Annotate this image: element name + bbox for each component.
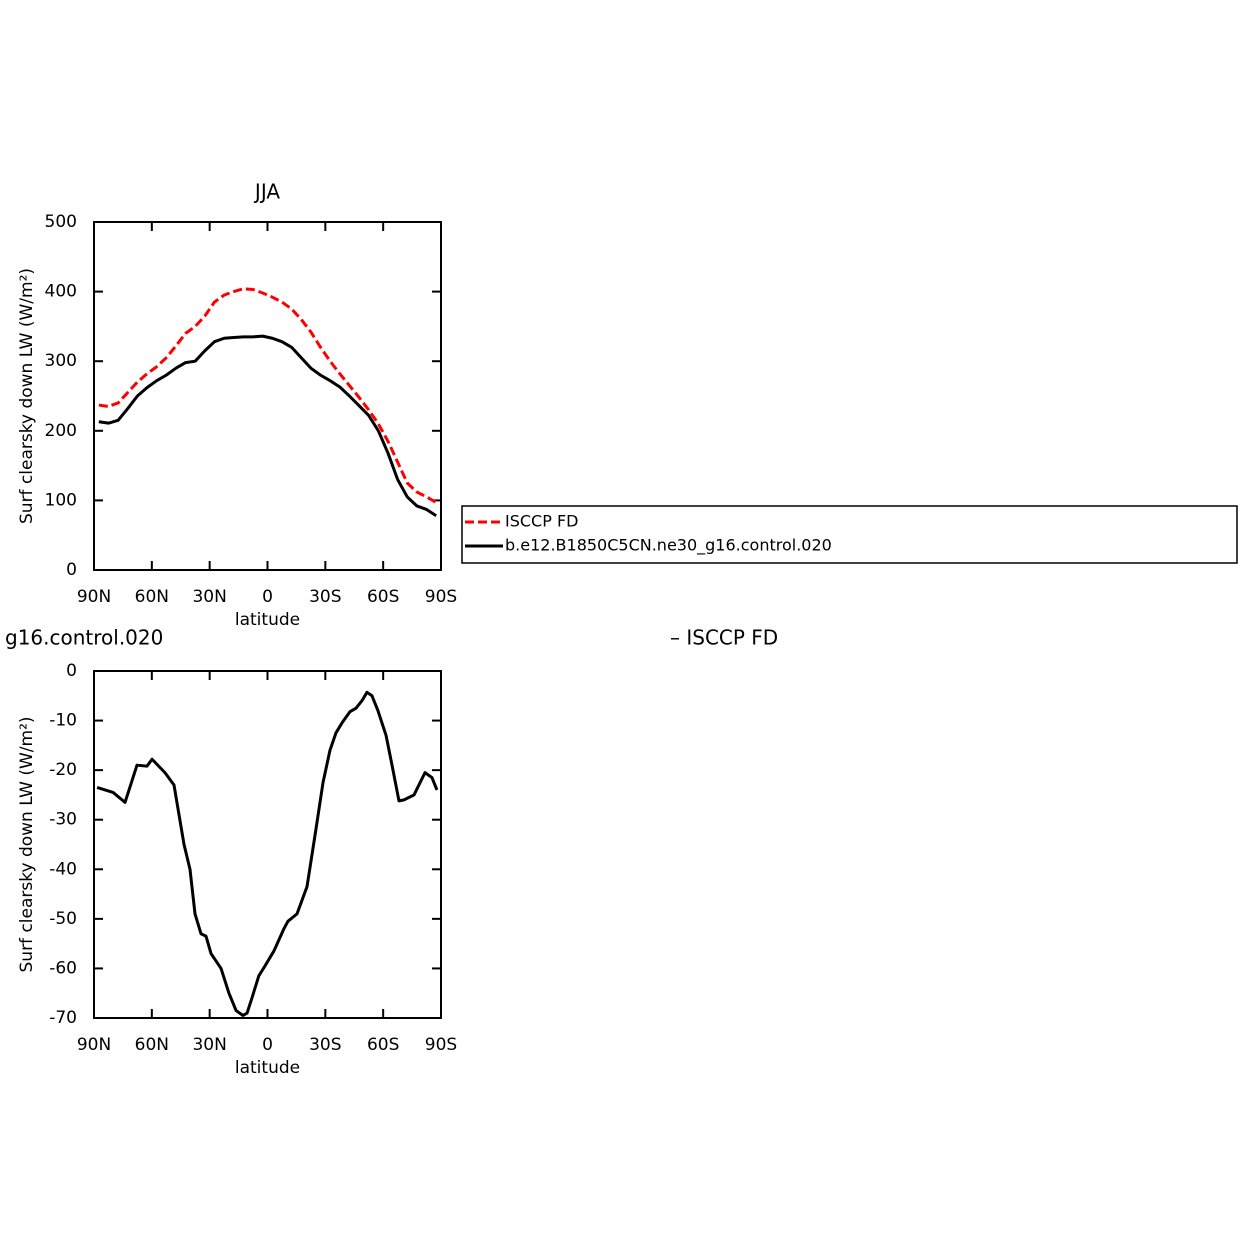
y-tick-label: -20 — [49, 760, 77, 780]
chart-title: g16.control.020 — [5, 626, 163, 650]
x-tick-label: 30S — [309, 1035, 341, 1055]
x-tick-label: 60S — [367, 587, 399, 607]
y-tick-label: -30 — [49, 810, 77, 830]
y-tick-label: 0 — [66, 560, 77, 580]
y-axis-label: Surf clearsky down LW (W/m²) — [17, 268, 37, 524]
x-tick-label: 60N — [135, 1035, 169, 1055]
plot-frame — [93, 221, 442, 571]
x-axis-label: latitude — [235, 1058, 300, 1078]
y-tick-label: 500 — [45, 212, 77, 232]
y-tick-label: -60 — [49, 958, 77, 978]
y-tick-label: 0 — [66, 661, 77, 681]
x-tick-label: 90S — [425, 587, 457, 607]
data-line — [96, 690, 439, 1018]
y-tick-label: 400 — [45, 282, 77, 302]
chart-title: JJA — [253, 180, 280, 204]
legend-label: b.e12.B1850C5CN.ne30_g16.control.020 — [505, 536, 832, 556]
x-tick-label: 0 — [262, 1035, 273, 1055]
plot-frame — [93, 670, 442, 1019]
y-tick-label: -10 — [49, 711, 77, 731]
y-tick-label: -70 — [49, 1008, 77, 1028]
x-axis-label: latitude — [235, 610, 300, 630]
legend-label: ISCCP FD — [505, 512, 578, 531]
legend-box — [461, 505, 1238, 564]
y-axis-label: Surf clearsky down LW (W/m²) — [17, 716, 37, 972]
data-line — [98, 287, 437, 504]
x-tick-label: 30N — [192, 587, 226, 607]
x-tick-label: 90S — [425, 1035, 457, 1055]
y-tick-label: -50 — [49, 909, 77, 929]
x-tick-label: 90N — [77, 1035, 111, 1055]
y-tick-label: 300 — [45, 351, 77, 371]
x-tick-label: 0 — [262, 587, 273, 607]
y-tick-label: 200 — [45, 421, 77, 441]
x-tick-label: 60N — [135, 587, 169, 607]
chart-subtitle: – ISCCP FD — [670, 626, 778, 650]
x-tick-label: 30S — [309, 587, 341, 607]
y-tick-label: 100 — [45, 490, 77, 510]
y-tick-label: -40 — [49, 859, 77, 879]
x-tick-label: 90N — [77, 587, 111, 607]
x-tick-label: 60S — [367, 1035, 399, 1055]
data-line — [98, 334, 437, 517]
legend: ISCCP FD b.e12.B1850C5CN.ne30_g16.control… — [461, 505, 1238, 564]
x-tick-label: 30N — [192, 1035, 226, 1055]
